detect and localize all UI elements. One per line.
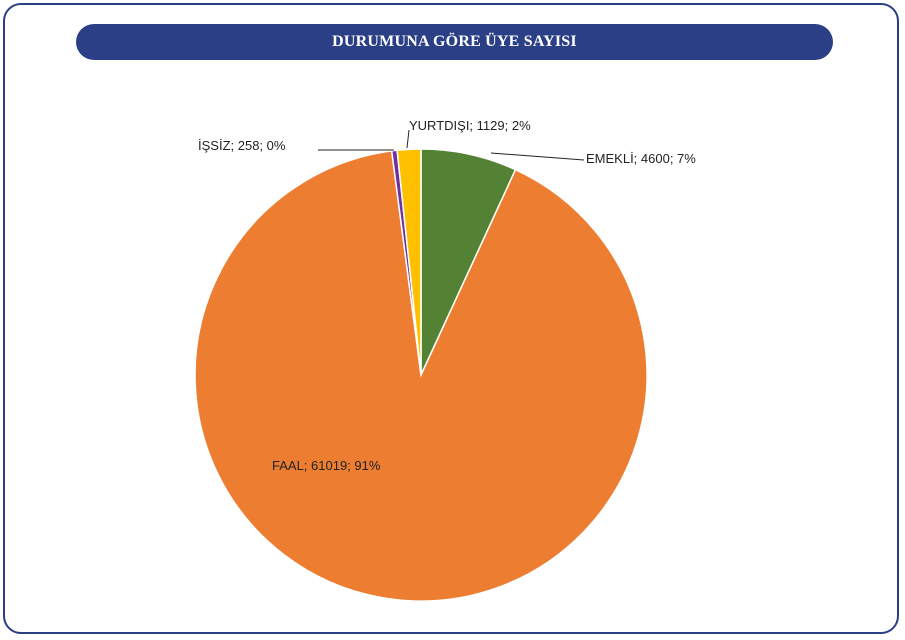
leader-line-3 bbox=[406, 129, 410, 149]
pie-slice-3 bbox=[396, 148, 422, 376]
pie-slice-1 bbox=[194, 150, 648, 602]
pie-slices bbox=[194, 148, 648, 602]
data-label-2: İŞSİZ; 258; 0% bbox=[198, 138, 286, 153]
chart-title: DURUMUNA GÖRE ÜYE SAYISI bbox=[332, 33, 577, 50]
data-label-1: FAAL; 61019; 91% bbox=[272, 458, 381, 473]
data-label-0: EMEKLİ; 4600; 7% bbox=[586, 151, 696, 166]
leader-lines bbox=[318, 129, 585, 161]
title-bar: DURUMUNA GÖRE ÜYE SAYISI bbox=[76, 24, 833, 60]
data-labels: EMEKLİ; 4600; 7% FAAL; 61019; 91% İŞSİZ; 2… bbox=[198, 118, 696, 473]
leader-line-0 bbox=[490, 152, 585, 161]
data-label-3: YURTDIŞI; 1129; 2% bbox=[409, 118, 531, 133]
